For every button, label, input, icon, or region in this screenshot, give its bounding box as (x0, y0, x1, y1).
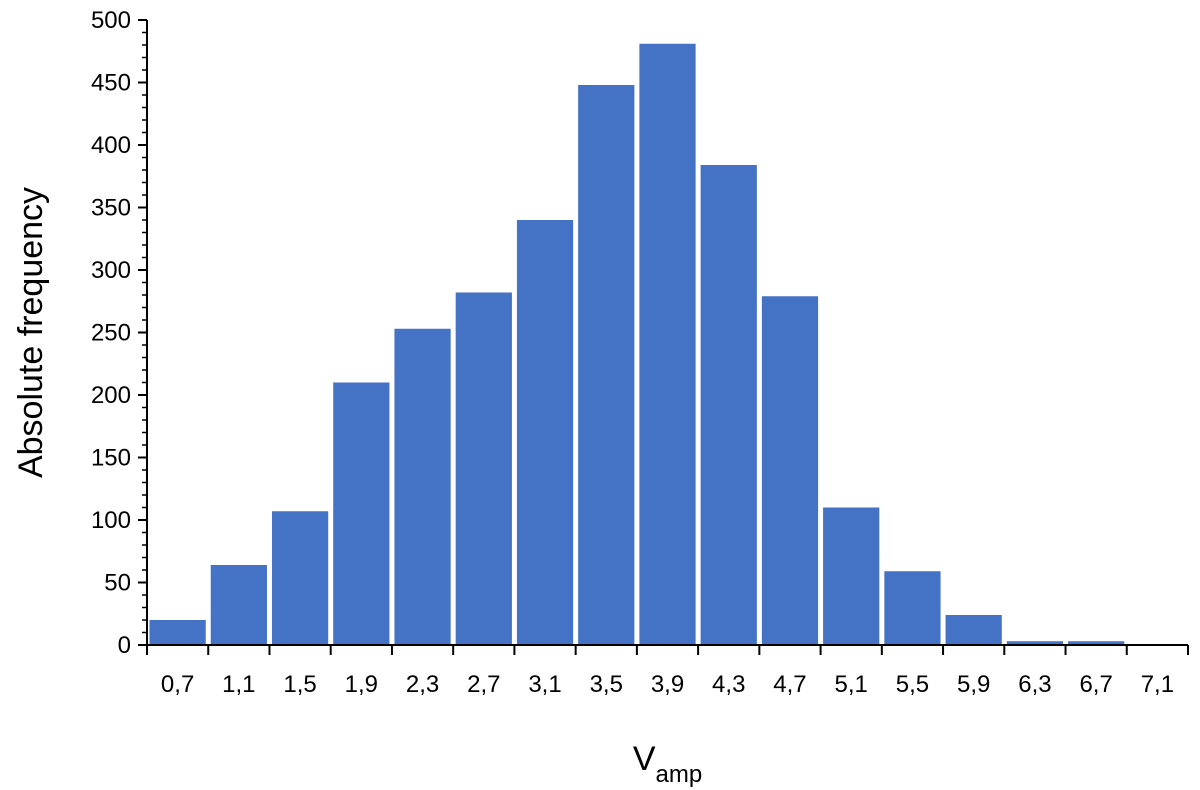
y-tick-label: 400 (91, 132, 131, 159)
y-tick-label: 50 (104, 570, 131, 597)
x-tick-label: 2,3 (406, 671, 439, 698)
x-tick-label: 3,1 (528, 671, 561, 698)
x-tick-label: 6,7 (1079, 671, 1112, 698)
x-tick-label: 4,3 (712, 671, 745, 698)
x-tick-label: 3,9 (651, 671, 684, 698)
x-tick-label: 0,7 (161, 671, 194, 698)
x-axis-title-subscript: amp (656, 761, 703, 788)
bar-6-3 (1006, 641, 1064, 645)
bar-0-7 (149, 620, 206, 645)
y-tick-label: 0 (118, 632, 131, 659)
bar-5-9 (945, 615, 1002, 645)
x-tick-label: 1,9 (345, 671, 378, 698)
bar-2-7 (455, 292, 512, 645)
bar-1-1 (210, 565, 267, 645)
x-tick-label: 4,7 (773, 671, 806, 698)
bar-3-1 (516, 220, 574, 645)
y-tick-label: 250 (91, 320, 131, 347)
x-axis-title: Vamp (633, 740, 702, 788)
y-tick-label: 100 (91, 507, 131, 534)
bars-group (149, 43, 1125, 645)
bar-5-5 (884, 571, 941, 645)
y-tick-label: 350 (91, 195, 131, 222)
x-tick-label: 5,5 (896, 671, 929, 698)
y-axis-ticks: 0 50 100 150 200 250 300 350 400 450 500 (91, 7, 147, 659)
x-tick-label: 1,5 (283, 671, 316, 698)
x-tick-label: 5,9 (957, 671, 990, 698)
bar-3-5 (578, 85, 635, 645)
x-axis-title-main: V (633, 740, 656, 778)
y-tick-label: 500 (91, 7, 131, 34)
bar-4-3 (700, 165, 757, 645)
y-axis-title: Absolute frequency (12, 187, 50, 478)
bar-1-9 (333, 382, 390, 645)
x-tick-label: 3,5 (590, 671, 623, 698)
x-tick-label: 5,1 (835, 671, 868, 698)
x-tick-label: 6,3 (1018, 671, 1051, 698)
bar-1-5 (271, 511, 329, 645)
bar-2-3 (394, 328, 451, 645)
bar-4-7 (761, 296, 819, 645)
bar-6-7 (1068, 641, 1125, 645)
y-tick-label: 200 (91, 382, 131, 409)
bar-5-1 (823, 507, 880, 645)
y-tick-label: 150 (91, 445, 131, 472)
x-axis-ticks: 0,7 1,1 1,5 1,9 2,3 2,7 3,1 3,5 3,9 4,3 4,7 5,1 5,5 5… (146, 645, 1189, 698)
x-tick-label: 1,1 (222, 671, 255, 698)
x-tick-label: 7,1 (1141, 671, 1174, 698)
y-tick-label: 450 (91, 70, 131, 97)
y-tick-label: 300 (91, 257, 131, 284)
x-tick-label: 2,7 (467, 671, 500, 698)
bar-3-9 (639, 43, 696, 645)
